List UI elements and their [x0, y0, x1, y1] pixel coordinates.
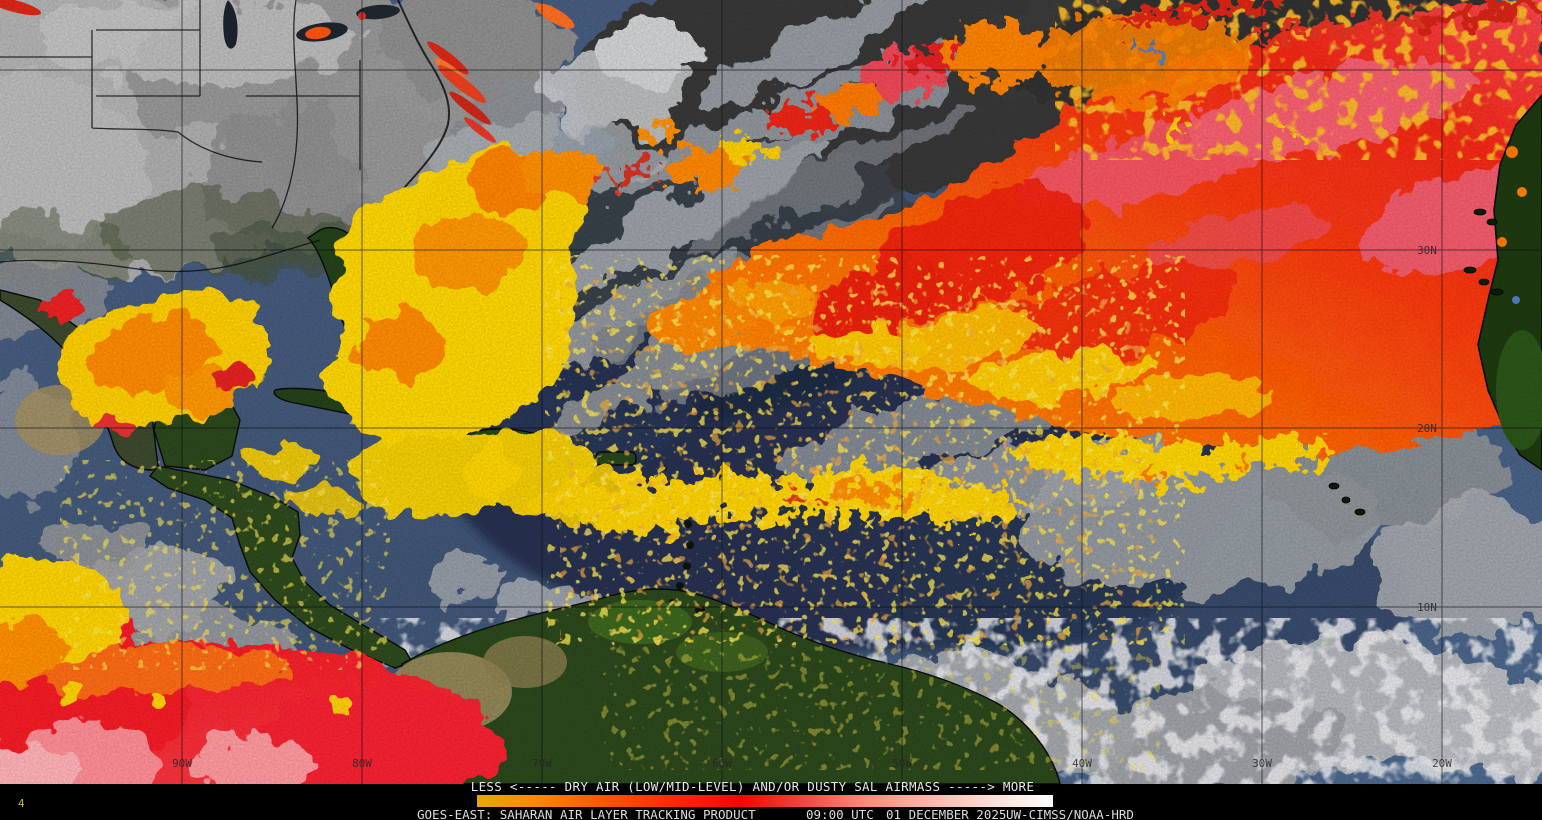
lon-label-50w: 50W [892, 757, 912, 770]
caption-date: 01 DECEMBER 2025 [886, 807, 1007, 820]
legend-gradient-bar [477, 795, 1053, 807]
longitude-labels: 90W 80W 70W 60W 50W 40W 30W 20W [172, 757, 1452, 770]
lon-label-60w: 60W [712, 757, 732, 770]
latitude-labels: 30N 20N 10N [1417, 244, 1437, 614]
lon-label-80w: 80W [352, 757, 372, 770]
lon-label-20w: 20W [1432, 757, 1452, 770]
lon-label-70w: 70W [532, 757, 552, 770]
lat-label-10n: 10N [1417, 601, 1437, 614]
lon-label-30w: 30W [1252, 757, 1272, 770]
legend-label: LESS <----- DRY AIR (LOW/MID-LEVEL) AND/… [470, 779, 1035, 794]
grid-lines [0, 0, 1542, 784]
lat-label-20n: 20N [1417, 422, 1437, 435]
caption-time: 09:00 UTC [806, 807, 874, 820]
satellite-map: 30N 20N 10N 90W 80W 70W 60W 50W 40W 30W … [0, 0, 1542, 784]
lat-label-30n: 30N [1417, 244, 1437, 257]
annotation-bar: 4 LESS <----- DRY AIR (LOW/MID-LEVEL) AN… [0, 779, 1542, 820]
caption-product: GOES-EAST: SAHARAN AIR LAYER TRACKING PR… [417, 807, 756, 820]
lon-label-90w: 90W [172, 757, 192, 770]
lon-label-40w: 40W [1072, 757, 1092, 770]
frame-marker: 4 [18, 797, 25, 810]
caption-credit: UW-CIMSS/NOAA-HRD [1006, 807, 1134, 820]
grain-overlay [0, 0, 1542, 784]
